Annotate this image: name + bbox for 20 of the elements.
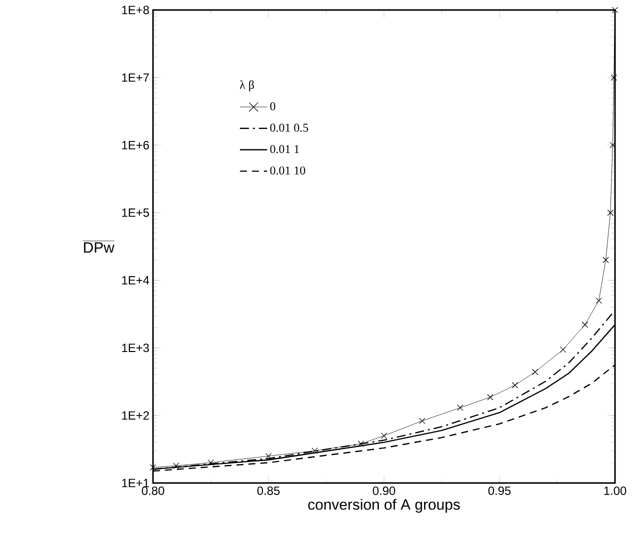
legend-label: 0.01 1 <box>270 145 299 154</box>
y-tick-label: 1E+3 <box>122 344 149 352</box>
y-tick-label: 1E+4 <box>122 276 150 284</box>
x-tick-label: 0.90 <box>372 486 396 495</box>
y-tick-label: 1E+1 <box>122 478 149 488</box>
x-axis-title: conversion of A groups <box>308 498 460 513</box>
x-tick-label: 1.00 <box>604 486 626 495</box>
x-tick-label: 0.80 <box>142 486 164 495</box>
y-tick-label: 1E+2 <box>122 411 149 420</box>
legend-label: 0.01 0.5 <box>270 124 308 132</box>
y-axis-title: DPw <box>84 242 114 253</box>
y-tick-label: 1E+5 <box>122 208 149 217</box>
x-tick-label: 0.95 <box>488 486 511 495</box>
x-tick-label: 0.85 <box>257 486 280 495</box>
legend-label: 0.01 10 <box>270 166 306 175</box>
y-tick-label: 1E+7 <box>122 73 149 82</box>
legend-title: λ β <box>240 80 254 92</box>
y-tick-label: 1E+6 <box>122 140 149 150</box>
y-tick-label: 1E+8 <box>122 6 149 14</box>
legend-label: 0 <box>270 102 276 110</box>
